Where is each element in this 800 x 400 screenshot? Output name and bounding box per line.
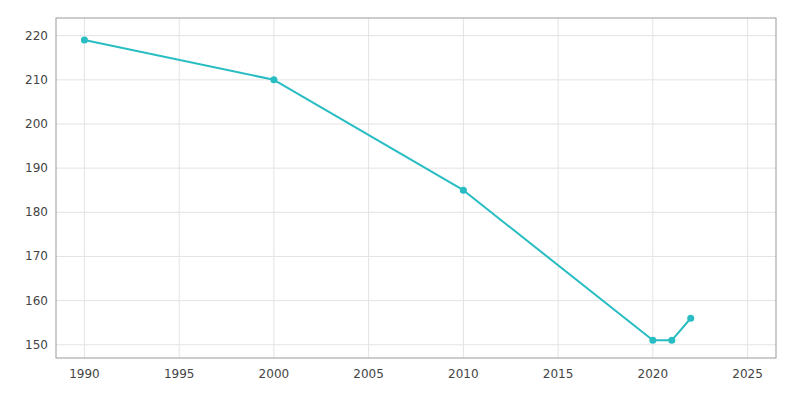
grid	[56, 18, 776, 358]
y-tick-label: 190	[25, 161, 48, 175]
y-grid-line	[56, 123, 776, 124]
y-tick-label: 200	[25, 117, 48, 131]
y-tick-label: 180	[25, 205, 48, 219]
point	[81, 37, 88, 44]
point	[460, 187, 467, 194]
x-tick-label: 2000	[259, 367, 290, 381]
chart-container: 1990 1995 2000 2005 2010 2015 2020 2025 150 160 17…	[0, 0, 800, 400]
point	[270, 76, 277, 83]
line	[84, 40, 690, 340]
y-grid-line	[56, 79, 776, 80]
x-grid-line	[368, 18, 369, 358]
y-grid-line	[56, 168, 776, 169]
plot-frame	[56, 18, 776, 358]
point	[649, 337, 656, 344]
x-grid-line	[84, 18, 85, 358]
y-tick-label: 220	[25, 29, 48, 43]
chart-svg: 1990 1995 2000 2005 2010 2015 2020 2025 150 160 17…	[0, 0, 800, 400]
y-tick-label: 160	[25, 294, 48, 308]
x-tick-label: 2025	[732, 367, 763, 381]
x-grid-line	[652, 18, 653, 358]
point	[687, 315, 694, 322]
series	[81, 37, 694, 344]
plot-area	[56, 18, 776, 358]
y-tick-label: 170	[25, 249, 48, 263]
y-tick-label: 210	[25, 73, 48, 87]
x-grid-line	[747, 18, 748, 358]
x-grid-line	[179, 18, 180, 358]
x-tick-label: 2005	[353, 367, 384, 381]
y-grid-line	[56, 35, 776, 36]
y-tick-label: 150	[25, 338, 48, 352]
x-grid-line	[273, 18, 274, 358]
point	[668, 337, 675, 344]
x-tick-label: 1990	[69, 367, 100, 381]
x-tick-label: 2010	[448, 367, 479, 381]
x-grid-line	[558, 18, 559, 358]
x-tick-label: 2015	[543, 367, 574, 381]
y-grid-line	[56, 256, 776, 257]
x-tick-label: 1995	[164, 367, 195, 381]
y-grid-line	[56, 344, 776, 345]
x-tick-label: 2020	[638, 367, 669, 381]
tick-labels: 1990 1995 2000 2005 2010 2015 2020 2025 150 160 17…	[25, 29, 763, 381]
y-grid-line	[56, 212, 776, 213]
y-grid-line	[56, 300, 776, 301]
